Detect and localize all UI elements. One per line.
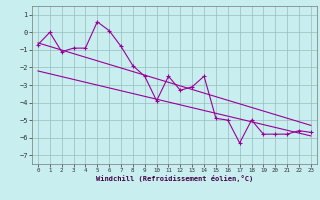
X-axis label: Windchill (Refroidissement éolien,°C): Windchill (Refroidissement éolien,°C) xyxy=(96,175,253,182)
